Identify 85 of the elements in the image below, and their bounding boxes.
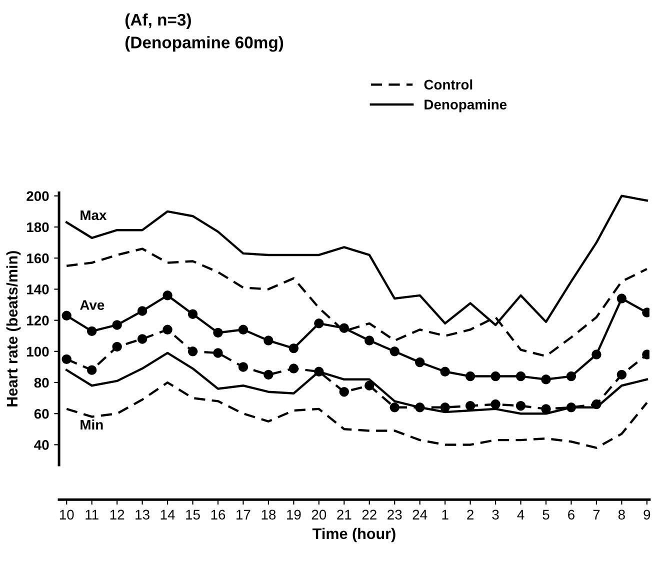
x-tick-label: 1 [442, 510, 448, 520]
y-tick-label: 140 [27, 284, 49, 294]
point [490, 399, 500, 410]
point [188, 346, 198, 356]
x-tick-label: 3 [492, 510, 499, 520]
x-tick-label: 11 [86, 510, 98, 520]
point [541, 404, 551, 414]
point [314, 318, 324, 328]
point [592, 350, 602, 360]
point [288, 343, 299, 354]
point [465, 371, 476, 382]
x-tick-label: 5 [542, 510, 550, 520]
point [264, 336, 274, 346]
annotation: Max [80, 210, 107, 220]
x-tick-label: 6 [568, 510, 574, 520]
point [339, 386, 350, 397]
point [516, 400, 526, 411]
x-tick-label: 19 [287, 510, 301, 520]
point [213, 328, 223, 338]
point [264, 370, 274, 380]
y-tick-label: 200 [26, 191, 49, 202]
x-tick-label: 14 [160, 510, 175, 520]
point [364, 380, 374, 390]
y-tick-label: 180 [27, 222, 49, 232]
point [112, 320, 122, 330]
point [616, 294, 627, 304]
point [86, 365, 97, 375]
x-tick-label: 21 [337, 510, 352, 520]
y-tick-label: 100 [27, 346, 49, 357]
point [112, 342, 122, 352]
point [516, 371, 526, 382]
y-tick-label: 40 [34, 440, 49, 450]
y-axis-title: Heart rate (beats/min) [6, 251, 21, 406]
x-tick-label: 23 [388, 510, 402, 520]
annotation: Ave [80, 300, 104, 310]
x-tick-label: 24 [412, 510, 428, 520]
point [390, 402, 400, 412]
x-tick-label: 20 [312, 510, 326, 520]
point [86, 326, 97, 336]
x-tick-label: 8 [618, 510, 625, 520]
point [238, 362, 248, 372]
x-tick-label: 13 [136, 510, 150, 520]
line-series [66, 381, 648, 449]
point [465, 400, 476, 411]
x-tick-label: 2 [467, 510, 474, 520]
legend-label: Denopamine [424, 99, 507, 112]
chart-subtitle: (Denopamine 60mg) [125, 36, 284, 52]
legend-label: Control [424, 79, 472, 90]
y-tick-label: 80 [34, 378, 49, 388]
chart-title: (Af, n=3) [125, 13, 191, 29]
y-tick-label: 160 [27, 253, 49, 264]
point [162, 324, 172, 334]
annotation: Min [80, 419, 103, 430]
y-tick-label: 60 [34, 408, 49, 419]
x-tick-label: 22 [362, 510, 376, 520]
point [339, 323, 350, 333]
point [440, 402, 450, 412]
point [541, 374, 551, 384]
point [213, 348, 223, 358]
point [364, 336, 374, 346]
x-tick-label: 15 [186, 510, 200, 520]
point [288, 364, 299, 374]
x-tick-label: 12 [110, 510, 124, 520]
x-axis-title: Time (hour) [312, 528, 396, 542]
x-tick-label: 16 [211, 510, 226, 520]
x-tick-label: 9 [644, 510, 650, 520]
point [616, 370, 627, 380]
point [238, 324, 248, 334]
point [440, 366, 450, 376]
point [188, 309, 198, 319]
point [137, 306, 148, 316]
x-tick-label: 10 [60, 510, 74, 520]
x-tick-label: 17 [236, 510, 250, 520]
y-tick-label: 120 [27, 316, 49, 326]
point [414, 357, 425, 368]
x-tick-label: 4 [517, 510, 524, 520]
point [137, 334, 148, 344]
point [62, 310, 72, 320]
point [490, 371, 500, 382]
point [390, 346, 400, 356]
point [62, 354, 72, 364]
x-tick-label: 7 [593, 510, 600, 520]
x-tick-label: 18 [262, 510, 276, 520]
point [566, 371, 576, 382]
point [162, 290, 172, 300]
